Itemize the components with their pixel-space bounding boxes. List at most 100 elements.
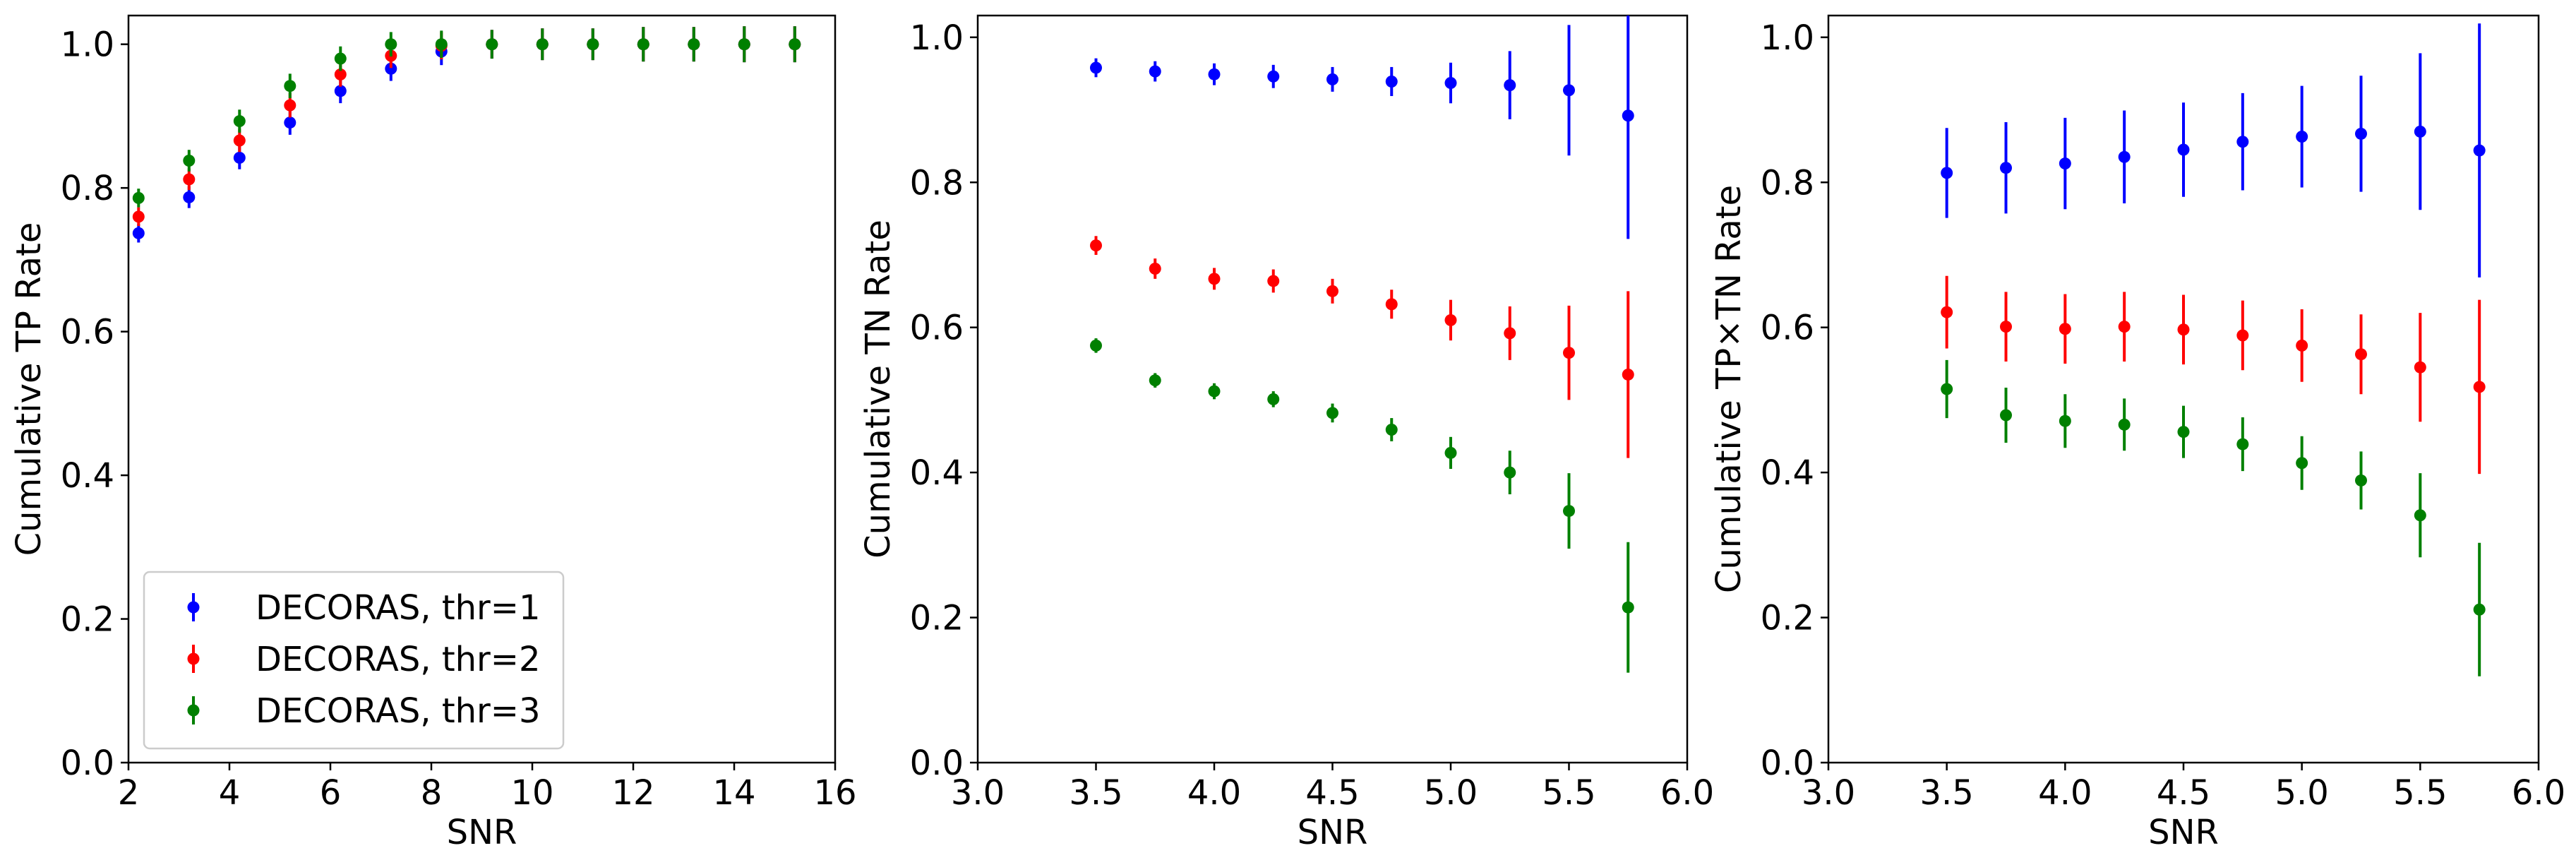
legend-frame (143, 571, 565, 750)
tn-rate-x-tick-label: 4.5 (1305, 773, 1359, 813)
data-point (1444, 446, 1457, 459)
data-point (284, 99, 296, 112)
tp-rate-y-tick-label: 0.8 (61, 169, 114, 208)
tn-rate-x-tick-label: 3.0 (951, 773, 1005, 813)
data-point (2355, 474, 2367, 487)
tn-rate-data (1090, 16, 1634, 673)
data-point (1090, 239, 1102, 252)
data-point (2118, 418, 2131, 431)
tpxtn-rate-data (1941, 23, 2486, 676)
tpxtn-rate-y-tick-label: 0.0 (1761, 744, 1814, 783)
data-point (789, 38, 801, 51)
tn-rate-x-tick-label: 3.5 (1069, 773, 1122, 813)
data-point (738, 38, 750, 51)
tpxtn-rate-x-tick-label: 4.0 (2038, 773, 2092, 813)
tp-rate-axes-frame (127, 14, 837, 764)
tn-rate-y-tick-label: 0.4 (910, 453, 964, 493)
data-point (1267, 70, 1280, 83)
data-point (1208, 68, 1221, 80)
data-point (1385, 424, 1398, 436)
data-point (2296, 339, 2308, 352)
data-point (1090, 339, 1102, 352)
data-point (1208, 385, 1221, 398)
tn-rate-x-tick-label: 5.0 (1424, 773, 1478, 813)
data-point (2236, 136, 2249, 148)
tp-rate-series-1 (132, 26, 801, 243)
data-point (233, 134, 246, 147)
tp-rate-y-tick-label: 0.4 (61, 456, 114, 496)
data-point (334, 52, 347, 65)
tpxtn-rate-y-tick-label: 0.4 (1761, 453, 1814, 493)
data-point (1563, 84, 1575, 97)
data-point (385, 38, 397, 51)
tn-rate-y-tick-label: 0.6 (910, 309, 964, 348)
data-point (1563, 505, 1575, 518)
data-point (132, 227, 145, 239)
tp-rate-x-tick-label: 16 (813, 773, 856, 813)
tpxtn-rate-y-tick-label: 0.8 (1761, 163, 1814, 203)
data-point (1326, 73, 1338, 85)
data-point (1149, 65, 1161, 78)
data-point (183, 191, 196, 203)
data-point (1326, 407, 1338, 419)
legend-entry-label: DECORAS, thr=2 (256, 640, 541, 679)
data-point (2414, 509, 2426, 522)
data-point (1504, 327, 1516, 340)
tp-rate-y-tick-label: 0.0 (61, 744, 114, 783)
data-point (2177, 426, 2190, 439)
data-point (2059, 157, 2071, 170)
data-point (2059, 414, 2071, 427)
data-point (183, 173, 196, 186)
tn-rate-y-tick-label: 0.0 (910, 744, 964, 783)
legend-marker (187, 652, 200, 665)
data-point (2177, 143, 2190, 156)
tn-rate-series-3 (1090, 338, 1634, 673)
tp-rate-x-tick-label: 14 (712, 773, 755, 813)
data-point (2236, 438, 2249, 451)
tpxtn-rate-y-tick-label: 0.6 (1761, 309, 1814, 348)
data-point (637, 38, 649, 51)
tpxtn-rate-x-tick-label: 5.0 (2275, 773, 2328, 813)
data-point (587, 38, 599, 51)
data-point (2000, 162, 2012, 174)
data-point (1563, 347, 1575, 359)
data-point (284, 80, 296, 93)
data-point (183, 154, 196, 167)
data-point (2118, 321, 2131, 333)
data-point (2355, 348, 2367, 361)
tp-rate-data (132, 26, 801, 243)
data-point (2473, 144, 2486, 157)
tp-rate-x-tick-label: 10 (510, 773, 553, 813)
data-point (2177, 323, 2190, 336)
tpxtn-rate-x-tick-label: 3.5 (1919, 773, 1973, 813)
data-point (1444, 77, 1457, 90)
tpxtn-rate-x-tick-label: 5.5 (2393, 773, 2447, 813)
data-point (1622, 109, 1634, 122)
tp-rate-x-tick-label: 6 (320, 773, 342, 813)
data-point (1267, 393, 1280, 405)
data-point (1444, 314, 1457, 326)
tp-rate-y-tick-label: 0.2 (61, 600, 114, 640)
data-point (2118, 150, 2131, 163)
tpxtn-rate-y-tick-label: 0.2 (1761, 599, 1814, 638)
tp-rate-y-tick-label: 0.6 (61, 313, 114, 352)
data-point (1385, 75, 1398, 88)
data-point (688, 38, 700, 51)
tpxtn-rate-x-tick-label: 4.5 (2157, 773, 2210, 813)
data-point (2414, 361, 2426, 374)
tn-rate-x-tick-label: 5.5 (1542, 773, 1595, 813)
data-point (2355, 127, 2367, 140)
data-point (1326, 285, 1338, 297)
tp-rate-panel: 2 4 6 8 10 12 14 16 0.0 0.2 0.4 0.6 0.8 1.0 SNR Cumulat… (9, 14, 857, 852)
tn-rate-x-tick-label: 6.0 (1660, 773, 1714, 813)
tpxtn-rate-y-axis-label: Cumulative TP×TN Rate (1709, 185, 1749, 593)
tp-rate-series-2 (132, 26, 801, 227)
tpxtn-rate-series-3 (1941, 359, 2486, 676)
legend: DECORAS, thr=1 DECORAS, thr=2 DECORAS, thr… (143, 571, 565, 750)
tn-rate-x-tick-label: 4.0 (1187, 773, 1241, 813)
data-point (132, 191, 145, 204)
tp-rate-x-tick-label: 4 (219, 773, 241, 813)
data-point (2296, 457, 2308, 470)
data-point (2473, 603, 2486, 616)
data-point (1622, 601, 1634, 614)
